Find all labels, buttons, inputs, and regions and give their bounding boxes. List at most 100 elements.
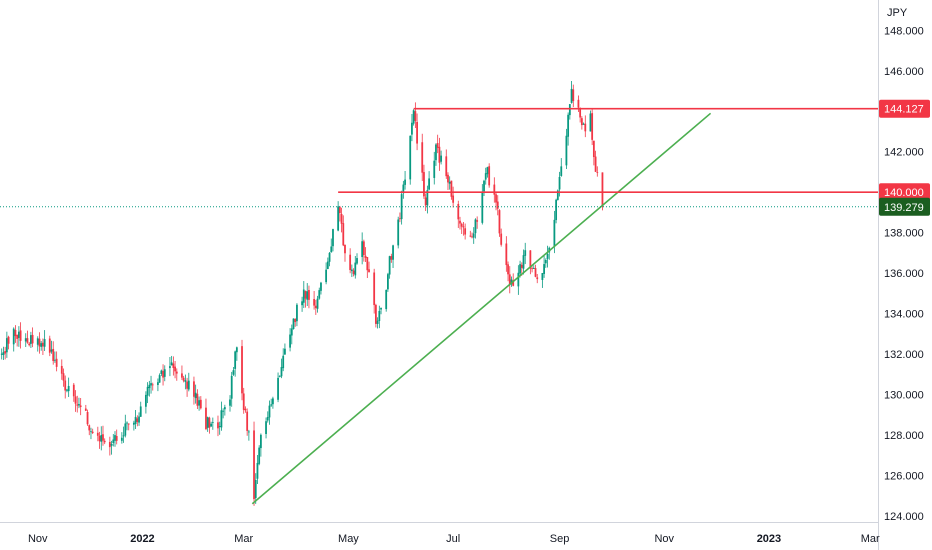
resistance-price-tag-1: 144.127 [884, 104, 924, 116]
candle-body-2022-05-12 [366, 257, 369, 271]
resistance-price-tag-2: 140.000 [884, 187, 924, 199]
candle-body-2022-07-11 [469, 235, 472, 237]
candle-body-2021-11-10 [52, 348, 55, 361]
candle-body-2022-08-29 [553, 219, 556, 247]
candle-body-2022-01-19 [172, 363, 175, 368]
candle-body-2021-12-07 [98, 435, 101, 442]
candle-body-2022-06-13 [421, 142, 424, 173]
candle-body-2022-01-24 [181, 373, 183, 378]
candle-body-2021-11-04 [42, 342, 44, 347]
candle-body-2022-04-25 [337, 206, 340, 231]
candle-body-2022-07-27 [496, 201, 499, 209]
candle-body-2022-05-13 [368, 269, 370, 272]
x-tick-label: 2022 [130, 533, 154, 545]
candle-body-2022-04-15 [320, 282, 322, 291]
candle-body-2022-02-21 [229, 399, 231, 406]
y-tick-label: 126.000 [884, 470, 924, 482]
candle-body-2022-08-19 [536, 277, 539, 280]
candle-body-2022-01-10 [157, 382, 159, 385]
candle-body-2022-04-28 [342, 223, 345, 246]
candle-body-2022-09-06 [567, 114, 570, 137]
candle-body-2022-04-18 [325, 269, 328, 283]
candle-body-2022-04-13 [316, 298, 319, 309]
candle-body-2022-03-03 [246, 411, 249, 431]
candle-body-2022-02-14 [217, 422, 219, 429]
candle-body-2022-04-04 [301, 301, 303, 306]
candle-body-2021-12-06 [96, 432, 99, 436]
candle-body-2022-07-25 [493, 184, 496, 195]
candle-body-2021-11-01 [36, 338, 39, 345]
candle-body-2022-07-28 [498, 210, 501, 234]
candle-body-2022-02-01 [194, 392, 197, 399]
candle-body-2021-12-22 [124, 423, 127, 436]
candle-body-2021-12-21 [122, 435, 125, 437]
candle-body-2022-05-10 [362, 241, 365, 256]
candle-body-2022-09-05 [565, 135, 568, 166]
candle-body-2022-09-01 [558, 176, 561, 190]
y-tick-label: 142.000 [884, 147, 924, 159]
candle-body-2022-04-06 [304, 290, 307, 299]
trend-line-support[interactable] [251, 112, 712, 505]
candle-body-2022-01-18 [170, 362, 173, 366]
candle-body-2021-10-11 [0, 353, 3, 355]
candle-body-2022-08-02 [507, 264, 509, 275]
candle-body-2022-09-02 [560, 166, 563, 176]
candle-body-2022-06-10 [416, 121, 418, 144]
candle-body-2022-07-19 [483, 180, 485, 192]
candle-body-2022-06-29 [448, 181, 451, 184]
candle-body-2021-10-12 [2, 352, 5, 355]
candle-body-2022-05-27 [392, 245, 394, 260]
candle-body-2022-03-29 [290, 328, 293, 336]
candle-body-2022-08-25 [546, 253, 549, 259]
y-tick-label: 128.000 [884, 430, 924, 442]
candle-body-2022-01-17 [169, 366, 171, 369]
y-tick-label: 138.000 [884, 228, 924, 240]
candle-body-2022-01-31 [193, 381, 195, 397]
y-tick-label: 136.000 [884, 268, 924, 280]
candle-body-2022-08-24 [544, 259, 547, 264]
candle-body-2022-07-06 [460, 223, 463, 227]
candle-body-2022-01-07 [151, 384, 154, 386]
candle-body-2022-05-30 [397, 219, 400, 246]
candle-body-2022-05-05 [354, 262, 357, 276]
candle-body-2022-07-22 [488, 166, 491, 186]
candle-body-2021-12-09 [102, 434, 104, 441]
y-tick-label: 134.000 [884, 309, 924, 321]
candle-body-2022-04-21 [330, 246, 333, 253]
candle-body-2022-08-31 [556, 190, 559, 200]
candle-body-2022-01-12 [160, 370, 163, 375]
candle-body-2022-03-31 [294, 319, 297, 322]
candle-body-2022-04-05 [302, 289, 305, 303]
candle-body-2022-01-03 [144, 394, 147, 407]
candle-body-2022-06-16 [426, 190, 429, 206]
candle-body-2022-08-18 [534, 268, 537, 277]
candle-body-2021-12-17 [115, 435, 118, 441]
candle-body-2022-05-20 [380, 308, 382, 310]
candle-body-2021-11-17 [64, 380, 67, 391]
candle-body-2022-09-22 [594, 156, 597, 172]
candle-body-2022-06-24 [440, 155, 443, 162]
candle-body-2021-10-15 [7, 336, 10, 344]
annotation-lines-layer [0, 107, 878, 505]
candle-body-2022-01-13 [162, 370, 164, 378]
candle-body-2022-09-09 [572, 89, 575, 102]
candle-body-2022-05-19 [378, 310, 381, 321]
candle-body-2022-04-14 [318, 290, 321, 299]
candle-body-2022-04-29 [344, 244, 346, 254]
x-tick-label: Sep [550, 533, 570, 545]
candle-body-2022-01-20 [174, 366, 176, 372]
candle-body-2021-10-18 [12, 328, 15, 345]
candle-body-2022-01-06 [150, 383, 152, 386]
candle-body-2022-04-20 [328, 252, 331, 262]
candle-body-2022-01-21 [175, 371, 178, 374]
candle-body-2022-07-12 [471, 236, 473, 238]
x-tick-label: May [338, 533, 359, 545]
candle-body-2022-08-12 [524, 250, 527, 256]
candle-body-2022-07-14 [474, 219, 477, 234]
candle-body-2021-11-15 [60, 365, 63, 374]
candle-body-2022-02-16 [220, 410, 223, 428]
candle-body-2022-09-14 [580, 118, 583, 126]
y-tick-label: 132.000 [884, 349, 924, 361]
candle-body-2021-12-23 [126, 422, 128, 424]
